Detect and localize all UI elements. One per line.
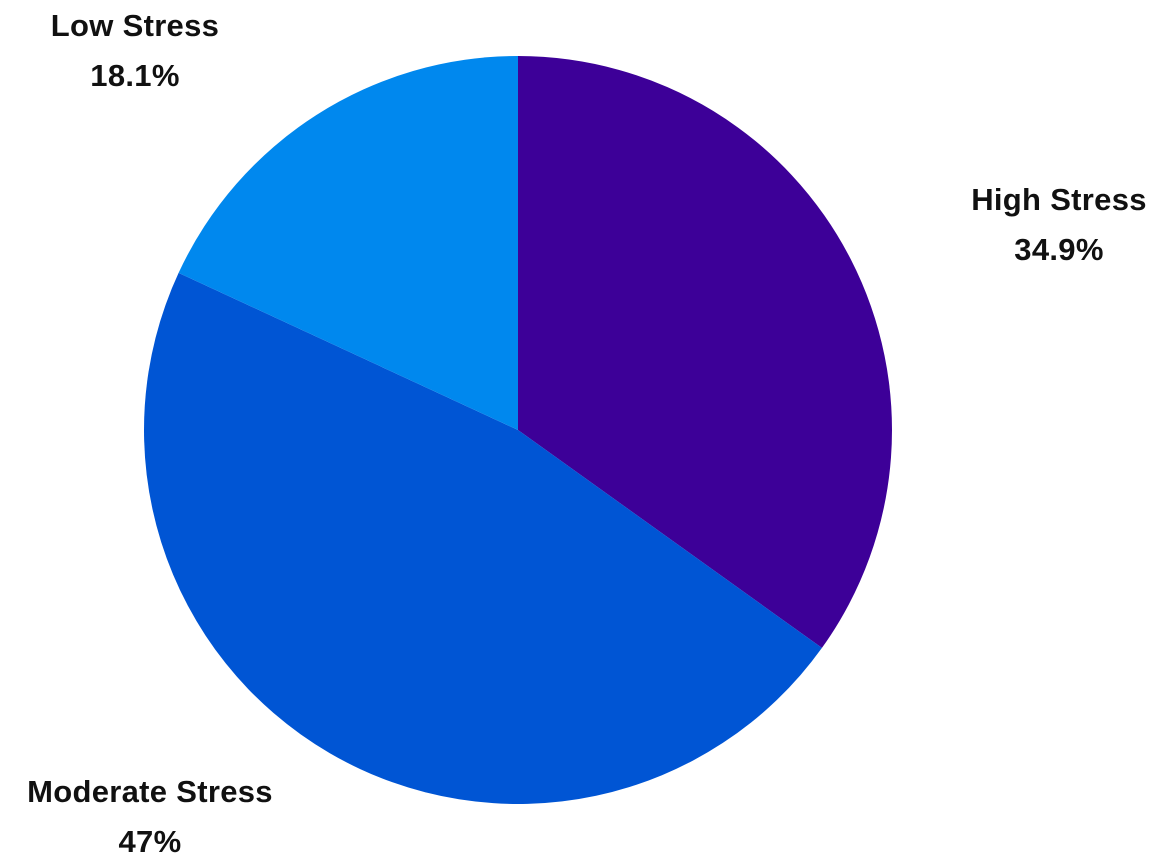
slice-value-moderate-stress: 47% xyxy=(119,824,182,854)
slice-label-low-stress: Low Stress xyxy=(51,8,219,43)
slice-value-high-stress: 34.9% xyxy=(1014,232,1103,267)
slice-label-high-stress: High Stress xyxy=(971,182,1147,217)
pie-slice-moderate-stress xyxy=(143,272,822,805)
slice-value-low-stress: 18.1% xyxy=(90,58,179,93)
pie-slices xyxy=(143,56,893,805)
pie-slice-low-stress xyxy=(178,56,518,430)
pie-slice-high-stress xyxy=(518,56,893,648)
slice-label-moderate-stress: Moderate Stress xyxy=(27,774,273,809)
